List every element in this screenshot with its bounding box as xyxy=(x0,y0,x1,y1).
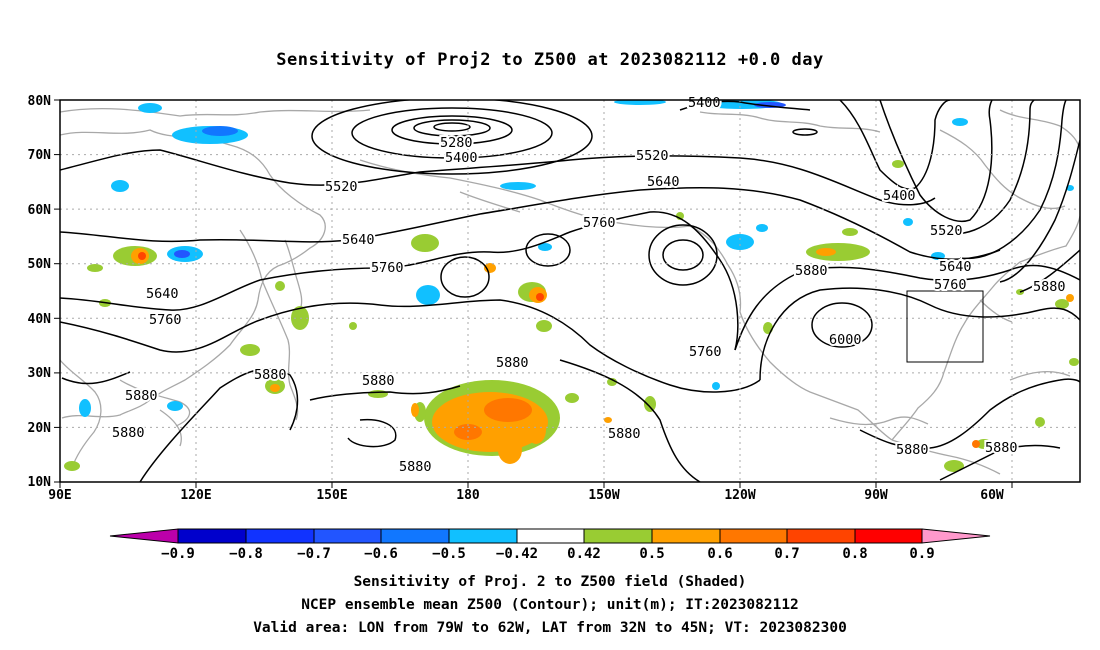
colorbar-tick: −0.6 xyxy=(364,546,398,562)
contour-label: 5640 xyxy=(647,174,680,190)
colorbar-cell xyxy=(786,528,856,544)
contour-label: 5880 xyxy=(608,426,641,442)
colorbar xyxy=(109,528,991,544)
map-title: Sensitivity of Proj2 to Z500 at 20230821… xyxy=(276,50,824,70)
contour-label: 5760 xyxy=(371,260,404,276)
contour-label: 5880 xyxy=(254,367,287,383)
axis-ticks xyxy=(54,99,1013,488)
contour-label: 5640 xyxy=(146,286,179,302)
colorbar-cell xyxy=(583,528,653,544)
colorbar-tick: 0.7 xyxy=(774,546,799,562)
colorbar-tick-labels: −0.9 −0.8 −0.7 −0.6 −0.5 −0.42 0.42 0.5 … xyxy=(161,546,935,562)
z500-contours xyxy=(60,100,1080,482)
colorbar-cell xyxy=(516,528,585,544)
contour-label: 5640 xyxy=(939,259,972,275)
lon-label: 60W xyxy=(980,488,1004,503)
colorbar-left-triangle xyxy=(109,528,179,544)
contour-label: 5400 xyxy=(883,188,916,204)
colorbar-cell xyxy=(380,528,450,544)
lat-label: 10N xyxy=(28,475,52,490)
contour-label: 5880 xyxy=(896,442,929,458)
contour-label: 5520 xyxy=(325,179,358,195)
contour-label: 5520 xyxy=(636,148,669,164)
lon-label: 90E xyxy=(48,488,71,503)
sensitivity-shading xyxy=(64,100,1079,472)
contour-label-layer: 5400 5280 5400 5520 5520 5640 5640 5760 … xyxy=(110,93,1068,477)
contour-label: 5880 xyxy=(1033,279,1066,295)
lon-label: 120E xyxy=(180,488,211,503)
contour-label: 5400 xyxy=(688,95,721,111)
colorbar-tick: −0.7 xyxy=(297,546,331,562)
caption-line-1: Sensitivity of Proj. 2 to Z500 field (Sh… xyxy=(353,574,747,590)
colorbar-right-triangle xyxy=(921,528,991,544)
lat-label: 20N xyxy=(28,421,52,436)
contour-label: 5280 xyxy=(440,135,473,151)
contour-label: 5760 xyxy=(689,344,722,360)
caption-line-3: Valid area: LON from 79W to 62W, LAT fro… xyxy=(253,620,847,636)
contour-label: 5880 xyxy=(362,373,395,389)
contour-label: 5880 xyxy=(496,355,529,371)
colorbar-tick: 0.42 xyxy=(567,546,601,562)
contour-label: 5880 xyxy=(795,263,828,279)
plot-frame xyxy=(59,99,1081,483)
lon-label: 120W xyxy=(724,488,755,503)
lat-label: 70N xyxy=(28,148,52,163)
contour-label: 5760 xyxy=(149,312,182,328)
lat-label: 60N xyxy=(28,203,52,218)
lat-label: 40N xyxy=(28,312,52,327)
colorbar-cell xyxy=(313,528,382,544)
contour-label: 5880 xyxy=(125,388,158,404)
lat-axis-labels: 80N 70N 60N 50N 40N 30N 20N 10N xyxy=(28,94,52,490)
contour-label: 5400 xyxy=(445,150,478,166)
contour-label: 5520 xyxy=(930,223,963,239)
colorbar-cell xyxy=(854,528,923,544)
colorbar-tick: −0.9 xyxy=(161,546,195,562)
lat-label: 30N xyxy=(28,366,52,381)
lat-label: 80N xyxy=(28,94,52,109)
colorbar-tick: −0.42 xyxy=(496,546,538,562)
graticule xyxy=(60,100,1080,482)
colorbar-tick: 0.5 xyxy=(639,546,664,562)
colorbar-cell xyxy=(651,528,721,544)
contour-label: 5880 xyxy=(399,459,432,475)
lat-label: 50N xyxy=(28,257,52,272)
lon-label: 90W xyxy=(864,488,888,503)
lon-label: 180 xyxy=(456,488,480,503)
colorbar-tick: 0.8 xyxy=(842,546,867,562)
colorbar-cell xyxy=(177,528,247,544)
colorbar-cell xyxy=(719,528,788,544)
lon-label: 150E xyxy=(316,488,347,503)
contour-label: 5760 xyxy=(934,277,967,293)
colorbar-tick: −0.5 xyxy=(432,546,466,562)
contour-label: 5760 xyxy=(583,215,616,231)
colorbar-cell xyxy=(245,528,315,544)
coastlines xyxy=(60,107,1080,475)
contour-label: 5640 xyxy=(342,232,375,248)
valid-area-box xyxy=(906,290,984,363)
colorbar-tick: −0.8 xyxy=(229,546,263,562)
colorbar-tick: 0.9 xyxy=(909,546,934,562)
colorbar-cell xyxy=(448,528,518,544)
lon-label: 150W xyxy=(588,488,619,503)
lon-axis-labels: 90E 120E 150E 180 150W 120W 90W 60W xyxy=(48,488,1004,503)
contour-label: 6000 xyxy=(829,332,862,348)
colorbar-tick: 0.6 xyxy=(707,546,732,562)
caption-line-2: NCEP ensemble mean Z500 (Contour); unit(… xyxy=(301,597,799,613)
contour-label: 5880 xyxy=(985,440,1018,456)
contour-label: 5880 xyxy=(112,425,145,441)
